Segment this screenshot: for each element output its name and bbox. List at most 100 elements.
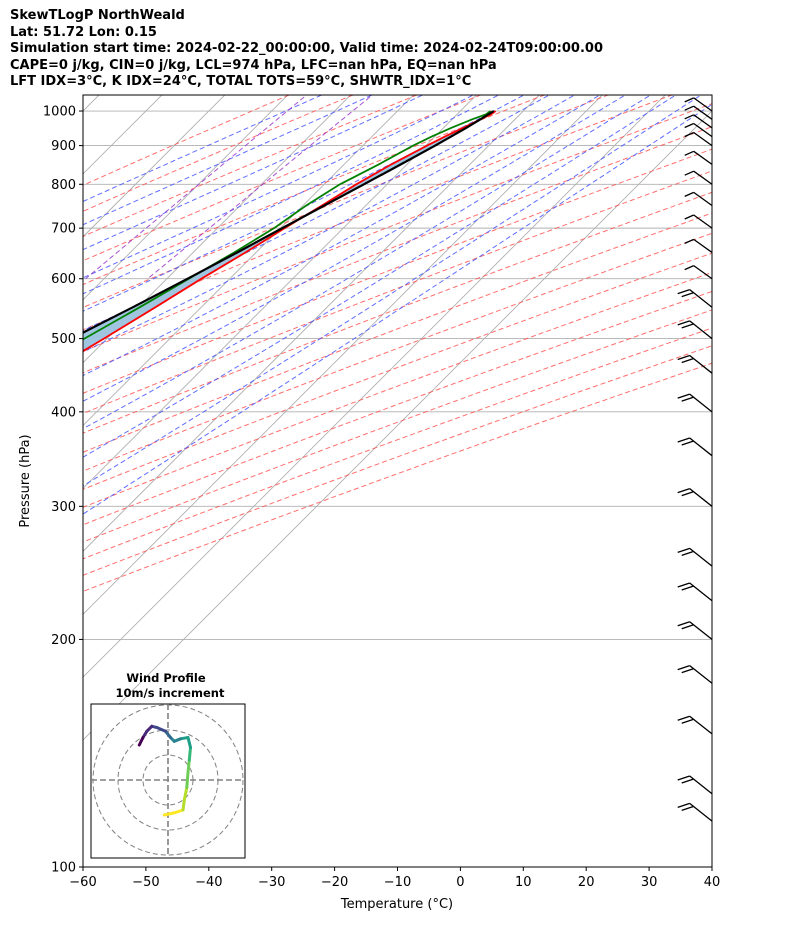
header-station: SkewTLogP NorthWeald: [10, 8, 185, 23]
barb-flag: [681, 396, 694, 402]
hodograph-segment: [182, 786, 189, 802]
barb-flag: [684, 214, 694, 220]
wind-barbs: [677, 97, 713, 822]
wind-barb: [684, 214, 713, 229]
dry-adiabats: [83, 95, 712, 592]
wind-barb: [677, 320, 713, 340]
barb-staff: [693, 170, 713, 185]
header-indices-1: CAPE=0 j/kg, CIN=0 j/kg, LCL=974 hPa, LF…: [10, 57, 497, 73]
hodograph-segment: [155, 726, 167, 733]
wind-barb: [684, 131, 713, 147]
axes: −60 −50 −40 −30 −20 −10 0 10 20 30 40 100 200 300 400 5…: [43, 94, 720, 890]
barb-flag: [681, 805, 694, 812]
header-indices-2: LFT IDX=3°C, K IDX=24°C, TOTAL TOTS=59°C…: [10, 74, 472, 90]
moist-adiabat: [83, 95, 576, 353]
y-tick-label: 900: [51, 139, 76, 154]
barb-flag: [677, 802, 690, 809]
inset-subtitle: 10m/s increment: [116, 686, 225, 700]
wind-barb: [684, 170, 713, 185]
wind-barb: [677, 715, 713, 735]
barb-flag: [684, 97, 694, 103]
wind-barb: [677, 775, 713, 795]
parcel-line: [83, 110, 495, 334]
moist-adiabat: [83, 103, 712, 515]
isotherm: [83, 110, 712, 741]
hodograph-segment: [186, 736, 192, 749]
y-tick-label: 200: [51, 633, 76, 648]
barb-flag: [677, 487, 690, 494]
moist-adiabat: [83, 95, 323, 203]
dry-adiabat: [83, 95, 355, 212]
wind-barb: [684, 114, 713, 129]
y-axis-label: Pressure (hPa): [18, 434, 33, 527]
wind-barb: [677, 547, 713, 567]
x-tick-label: −40: [195, 875, 222, 890]
x-tick-label: 20: [578, 875, 595, 890]
barb-flag: [677, 621, 690, 627]
dry-adiabat: [83, 252, 712, 490]
moist-adiabats: [83, 95, 712, 515]
x-tick-label: −60: [69, 875, 96, 890]
moist-adiabat: [83, 95, 475, 279]
barb-flag: [681, 291, 694, 298]
barb-flag: [681, 357, 694, 364]
dry-adiabat: [83, 362, 712, 592]
isotherm: [83, 95, 415, 427]
barb-staff: [693, 105, 713, 120]
dry-adiabat: [83, 327, 712, 560]
y-tick-label: 800: [51, 178, 76, 193]
barb-flag: [684, 191, 694, 197]
hodograph-inset: [90, 703, 246, 859]
barb-flag: [677, 715, 690, 721]
hodograph-segment: [181, 798, 186, 812]
moist-adiabat: [83, 95, 677, 458]
barb-flag: [684, 131, 694, 138]
wind-barb: [677, 802, 713, 822]
barb-flag: [677, 775, 690, 781]
mixing-ratio-line: [85, 95, 308, 280]
mixing-ratio-line: [147, 95, 374, 280]
moist-adiabat: [83, 95, 703, 487]
wind-barb: [684, 105, 713, 120]
barb-flag: [677, 288, 690, 295]
moist-adiabat: [83, 95, 374, 226]
x-tick-label: −10: [384, 875, 411, 890]
x-axis-label: Temperature (°C): [340, 897, 453, 912]
temperature-line: [83, 110, 497, 353]
barb-flag: [684, 265, 694, 271]
barb-flag: [681, 440, 694, 446]
wind-barb: [684, 265, 713, 280]
hodograph-segment: [186, 758, 191, 774]
x-tick-label: 0: [456, 875, 464, 890]
barb-staff: [693, 214, 713, 229]
y-tick-label: 400: [51, 405, 76, 420]
isotherm: [83, 95, 289, 301]
barb-flag: [677, 393, 690, 399]
y-tick-label: 1000: [43, 105, 76, 120]
barb-flag: [684, 150, 694, 156]
barb-flag: [681, 550, 694, 557]
barb-flag: [681, 624, 694, 630]
barb-flag: [677, 354, 690, 361]
header-times: Simulation start time: 2024-02-22_00:00:…: [10, 41, 603, 57]
wind-barb: [677, 393, 713, 413]
barb-flag: [681, 667, 694, 674]
wind-barb: [677, 664, 713, 684]
barb-flag: [684, 105, 694, 111]
wind-barb: [677, 437, 713, 457]
barb-staff: [693, 191, 713, 206]
barb-flag: [677, 582, 690, 588]
dry-adiabat: [83, 212, 712, 453]
mixing-ratio-lines: [85, 95, 374, 280]
inset-plot: [91, 704, 245, 858]
x-tick-label: −20: [321, 875, 348, 890]
barb-flag: [681, 323, 694, 329]
barb-staff: [693, 122, 713, 138]
y-tick-label: 500: [51, 332, 76, 347]
wind-barb: [684, 122, 713, 138]
barb-flag: [684, 170, 694, 176]
inset-title: Wind Profile: [126, 671, 206, 685]
hodograph-segment: [187, 746, 192, 762]
barb-staff: [693, 150, 713, 165]
